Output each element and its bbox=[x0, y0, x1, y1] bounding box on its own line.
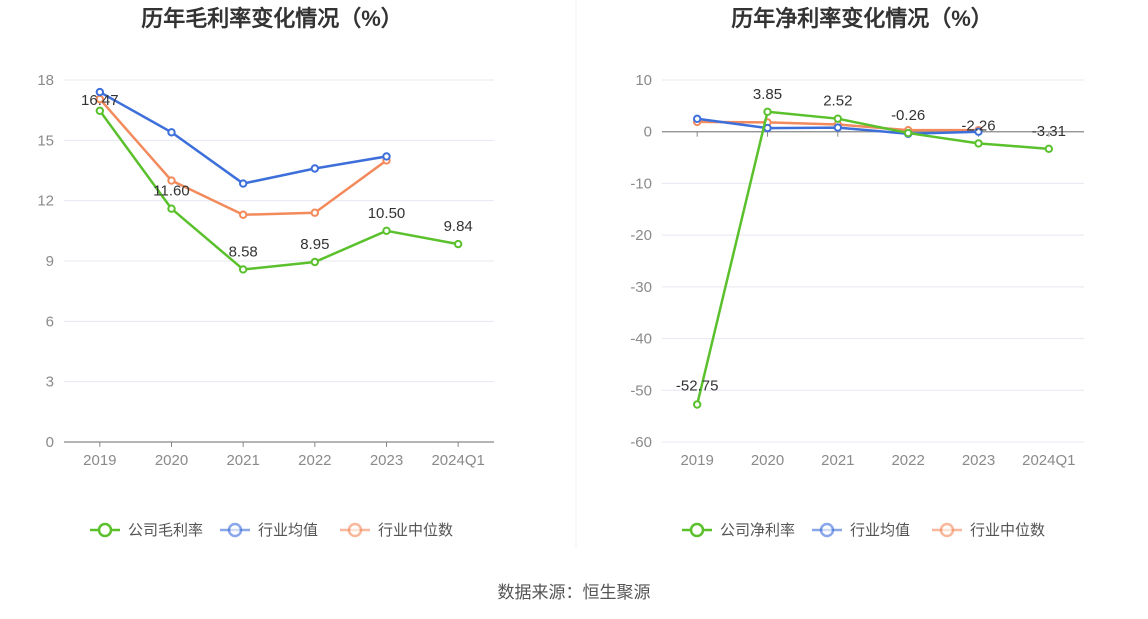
y-tick-label: -30 bbox=[630, 279, 652, 296]
y-tick-label: 3 bbox=[46, 374, 54, 391]
data-label: 8.58 bbox=[229, 243, 258, 260]
data-label: 2.52 bbox=[823, 93, 852, 110]
x-tick-label: 2024Q1 bbox=[431, 452, 484, 469]
data-label: -52.75 bbox=[676, 378, 719, 395]
x-tick-label: 2023 bbox=[962, 452, 995, 469]
y-tick-label: -50 bbox=[630, 382, 652, 399]
data-point bbox=[167, 176, 176, 185]
data-label: 11.60 bbox=[153, 183, 189, 200]
y-tick-label: -40 bbox=[630, 331, 652, 348]
legend-marker bbox=[227, 522, 243, 538]
legend-label: 行业均值 bbox=[850, 522, 910, 539]
data-label: 9.84 bbox=[444, 218, 473, 235]
chart-title: 历年毛利率变化情况（%） bbox=[141, 6, 403, 31]
y-tick-label: 15 bbox=[37, 132, 54, 149]
legend-marker bbox=[939, 522, 955, 538]
y-tick-label: -60 bbox=[630, 434, 652, 451]
data-point bbox=[238, 179, 248, 188]
legend-label: 公司净利率 bbox=[720, 522, 795, 539]
x-tick-label: 2020 bbox=[155, 452, 188, 469]
data-point bbox=[692, 114, 702, 123]
data-point bbox=[238, 265, 248, 274]
x-tick-label: 2022 bbox=[298, 452, 331, 469]
legend-label: 公司毛利率 bbox=[128, 522, 203, 539]
data-point bbox=[310, 257, 320, 267]
series-line-1 bbox=[695, 110, 1049, 405]
data-label: 16.47 bbox=[81, 92, 119, 109]
data-point bbox=[692, 400, 702, 409]
y-tick-label: 0 bbox=[644, 124, 652, 141]
data-point bbox=[310, 208, 320, 217]
x-tick-label: 2021 bbox=[821, 452, 854, 469]
chart-panel-2: 历年净利率变化情况（%） -60 -50 -40 -30 -20 -10 0 10 2019 202… bbox=[630, 6, 1084, 539]
legend-marker bbox=[347, 522, 363, 538]
data-point bbox=[974, 139, 983, 148]
legend-marker bbox=[689, 522, 705, 538]
x-tick-label: 2019 bbox=[83, 452, 116, 469]
y-tick-label: 18 bbox=[37, 72, 54, 89]
series-line-1 bbox=[98, 110, 459, 271]
data-point bbox=[833, 114, 843, 123]
data-label: 3.85 bbox=[753, 86, 782, 103]
data-point bbox=[833, 123, 843, 132]
data-point bbox=[167, 128, 176, 137]
y-tick-label: 0 bbox=[46, 434, 54, 451]
y-tick-label: -20 bbox=[630, 227, 652, 244]
chart-title: 历年净利率变化情况（%） bbox=[731, 6, 993, 31]
data-point bbox=[95, 87, 105, 97]
data-point bbox=[453, 239, 463, 249]
data-point bbox=[382, 226, 391, 236]
chart-panel-1: 历年毛利率变化情况（%） 0 3 6 9 12 15 18 2019 2020 2021 2022 20… bbox=[37, 6, 494, 539]
y-tick-label: -10 bbox=[630, 175, 652, 192]
source-text: 数据来源：恒生聚源 bbox=[498, 583, 651, 602]
data-point bbox=[95, 106, 105, 115]
legend-label: 行业均值 bbox=[258, 522, 318, 539]
data-point bbox=[238, 210, 248, 219]
legend-marker bbox=[819, 522, 835, 538]
data-label: 8.95 bbox=[300, 236, 329, 253]
data-point bbox=[1044, 144, 1054, 154]
data-point bbox=[974, 127, 983, 136]
legend-label: 行业中位数 bbox=[378, 522, 453, 539]
y-tick-label: 6 bbox=[46, 313, 54, 330]
legend-marker bbox=[97, 522, 113, 538]
data-point bbox=[763, 107, 772, 117]
legend-label: 行业中位数 bbox=[970, 522, 1045, 539]
data-label: -3.31 bbox=[1032, 123, 1066, 140]
data-point bbox=[310, 164, 320, 173]
x-tick-label: 2023 bbox=[370, 452, 403, 469]
data-label: -0.26 bbox=[891, 107, 925, 124]
x-tick-label: 2020 bbox=[751, 452, 784, 469]
data-point bbox=[903, 128, 913, 138]
data-label: -2.26 bbox=[961, 117, 995, 134]
y-tick-label: 12 bbox=[37, 193, 54, 210]
x-tick-label: 2024Q1 bbox=[1022, 452, 1075, 469]
y-tick-label: 9 bbox=[46, 253, 54, 270]
x-tick-label: 2021 bbox=[226, 452, 259, 469]
data-label: 10.50 bbox=[368, 205, 406, 222]
data-point bbox=[167, 204, 176, 213]
x-tick-label: 2022 bbox=[891, 452, 924, 469]
y-tick-label: 10 bbox=[635, 72, 652, 89]
x-tick-label: 2019 bbox=[680, 452, 713, 469]
data-point bbox=[382, 152, 391, 161]
